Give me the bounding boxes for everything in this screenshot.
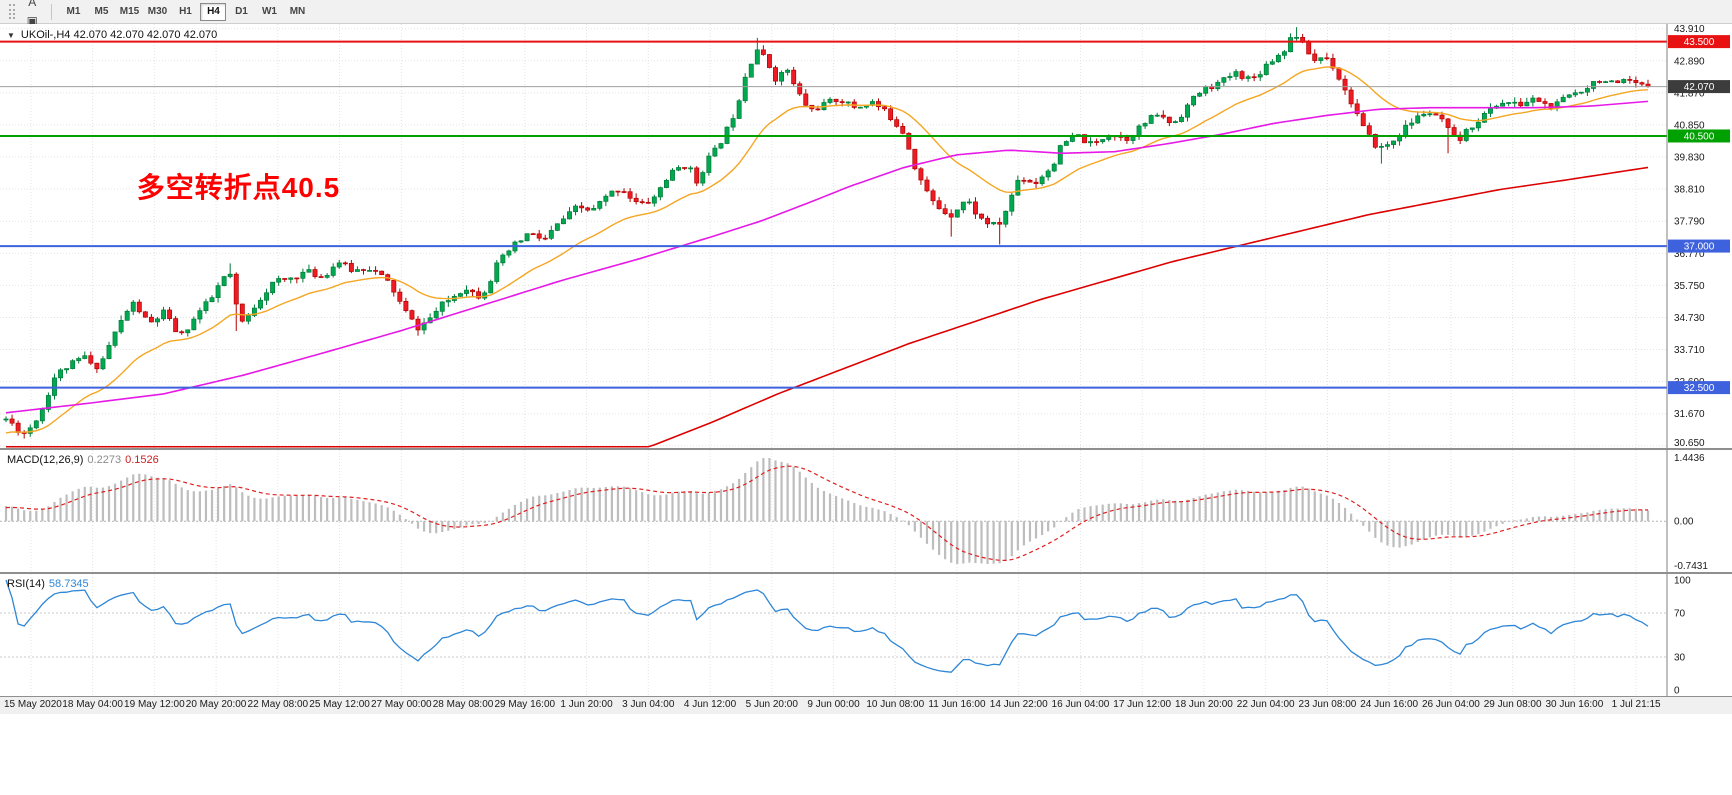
rsi-value: 58.7345 [48, 578, 89, 590]
svg-text:30.650: 30.650 [1674, 438, 1705, 448]
time-axis-label: 22 May 08:00 [247, 699, 309, 710]
time-axis-label: 24 Jun 16:00 [1360, 699, 1419, 710]
macd-main-value: 0.2273 [87, 454, 122, 466]
time-axis[interactable]: 15 May 2020 18 May 04:00 19 May 12:00 20 Ma… [0, 696, 1732, 714]
timeframe-button-M15[interactable]: M15 [119, 6, 140, 17]
price-chart-canvas[interactable]: 43.910 42.890 41.870 40.850 39.830 38.810 37.7… [0, 24, 1732, 448]
svg-text:39.830: 39.830 [1674, 153, 1705, 164]
macd-signal-value: 0.1526 [125, 454, 159, 466]
rsi-label: RSI(14) 58.7345 [7, 578, 89, 590]
toolbar-separator [51, 3, 53, 20]
macd-canvas[interactable]: 1.4436 0.00 -0.7431 [0, 450, 1732, 572]
toolbar-drag-handle[interactable] [9, 4, 15, 19]
time-axis-label: 5 Jun 20:00 [745, 699, 798, 710]
time-axis-label: 22 Jun 04:00 [1236, 699, 1295, 710]
svg-text:1.4436: 1.4436 [1674, 453, 1705, 464]
price-scale[interactable] [1667, 24, 1732, 448]
time-axis-label: 18 Jun 20:00 [1175, 699, 1233, 710]
shapes-tool-icon[interactable]: ▣ [21, 12, 43, 31]
time-axis-label: 17 Jun 12:00 [1113, 699, 1172, 710]
svg-text:100: 100 [1674, 576, 1691, 587]
time-axis-label: 27 May 00:00 [370, 699, 432, 710]
chart-annotation-text[interactable]: 多空转折点40.5 [136, 172, 341, 204]
svg-text:37.000: 37.000 [1684, 242, 1715, 253]
timeframe-button-M5[interactable]: M5 [94, 6, 109, 17]
macd-label: MACD(12,26,9) 0.2273 0.1526 [7, 454, 159, 466]
time-axis-label: 25 May 12:00 [309, 699, 370, 710]
time-axis-label: 20 May 20:00 [185, 699, 247, 710]
bottom-filler [0, 714, 1732, 795]
svg-text:0.00: 0.00 [1674, 517, 1694, 528]
svg-text:41.870: 41.870 [1674, 88, 1705, 99]
timeframe-button-H4[interactable]: H4 [200, 2, 227, 21]
text-tool-icon[interactable]: A [21, 0, 43, 12]
timeframe-button-MN[interactable]: MN [289, 6, 306, 17]
macd-name: MACD(12,26,9) [7, 454, 84, 466]
svg-text:36.770: 36.770 [1674, 249, 1705, 260]
macd-panel[interactable]: 1.4436 0.00 -0.7431 MACD(12,26,9) 0.2273 0.1… [0, 450, 1732, 572]
time-axis-label: 11 Jun 16:00 [928, 699, 986, 710]
time-axis-label: 30 Jun 16:00 [1545, 699, 1604, 710]
svg-text:43.910: 43.910 [1674, 24, 1705, 35]
svg-text:37.790: 37.790 [1674, 217, 1705, 228]
timeframe-button-H1[interactable]: H1 [179, 6, 192, 17]
svg-text:31.670: 31.670 [1674, 409, 1705, 420]
timeframe-button-M1[interactable]: M1 [66, 6, 81, 17]
svg-text:42.070: 42.070 [1684, 82, 1715, 93]
time-axis-label: 23 Jun 08:00 [1298, 699, 1357, 710]
symbol-ohlc-text: UKOil-,H4 42.070 42.070 42.070 42.070 [20, 29, 218, 41]
svg-text:33.710: 33.710 [1674, 345, 1705, 356]
time-axis-label: 18 May 04:00 [62, 699, 123, 710]
svg-text:43.500: 43.500 [1684, 37, 1715, 48]
collapse-chevron-icon[interactable]: ▼ [7, 30, 15, 40]
main-chart-panel[interactable]: 43.910 42.890 41.870 40.850 39.830 38.810 37.7… [0, 24, 1732, 448]
timeframe-button-group: M1 M5 M15 M30 H1 H4 D1 W1 MN [59, 2, 311, 21]
svg-text:38.810: 38.810 [1674, 185, 1705, 196]
time-axis-label: 29 May 16:00 [494, 699, 556, 710]
time-axis-label: 16 Jun 04:00 [1051, 699, 1110, 710]
svg-text:42.890: 42.890 [1674, 56, 1705, 67]
time-axis-label: 9 Jun 00:00 [807, 699, 860, 710]
time-axis-label: 1 Jun 20:00 [560, 699, 613, 710]
timeframe-button-W1[interactable]: W1 [261, 6, 277, 17]
svg-text:70: 70 [1674, 609, 1686, 620]
svg-text:-0.7431: -0.7431 [1674, 561, 1708, 572]
timeframe-button-D1[interactable]: D1 [235, 6, 248, 17]
time-axis-label: 4 Jun 12:00 [683, 699, 737, 710]
text-tool-icon: A [28, 0, 37, 9]
time-axis-label: 3 Jun 04:00 [622, 699, 675, 710]
svg-text:0: 0 [1674, 686, 1680, 697]
rsi-name: RSI(14) [7, 578, 45, 590]
time-axis-label: 14 Jun 22:00 [989, 699, 1048, 710]
time-axis-label: 15 May 2020 [4, 699, 62, 710]
rsi-panel[interactable]: 100 70 30 0 RSI(14) 58.7345 [0, 574, 1732, 696]
symbol-info-line: ▼ UKOil-,H4 42.070 42.070 42.070 42.070 [7, 29, 217, 41]
panel-splitter[interactable] [0, 572, 1732, 574]
svg-text:40.850: 40.850 [1674, 120, 1705, 131]
svg-text:30: 30 [1674, 653, 1686, 664]
shapes-tool-icon: ▣ [26, 14, 38, 28]
time-axis-label: 29 Jun 08:00 [1483, 699, 1542, 710]
time-axis-label: 1 Jul 21:15 [1611, 699, 1661, 710]
svg-text:32.500: 32.500 [1684, 383, 1715, 394]
time-axis-label: 10 Jun 08:00 [866, 699, 925, 710]
time-axis-label: 28 May 08:00 [432, 699, 494, 710]
svg-text:34.730: 34.730 [1674, 313, 1705, 324]
timeframe-button-M30[interactable]: M30 [147, 6, 168, 17]
time-axis-label: 26 Jun 04:00 [1421, 699, 1480, 710]
panel-splitter[interactable] [0, 448, 1732, 450]
svg-text:40.500: 40.500 [1684, 131, 1715, 142]
rsi-canvas[interactable]: 100 70 30 0 [0, 574, 1732, 696]
svg-text:35.750: 35.750 [1674, 281, 1705, 292]
time-axis-label: 19 May 12:00 [124, 699, 185, 710]
